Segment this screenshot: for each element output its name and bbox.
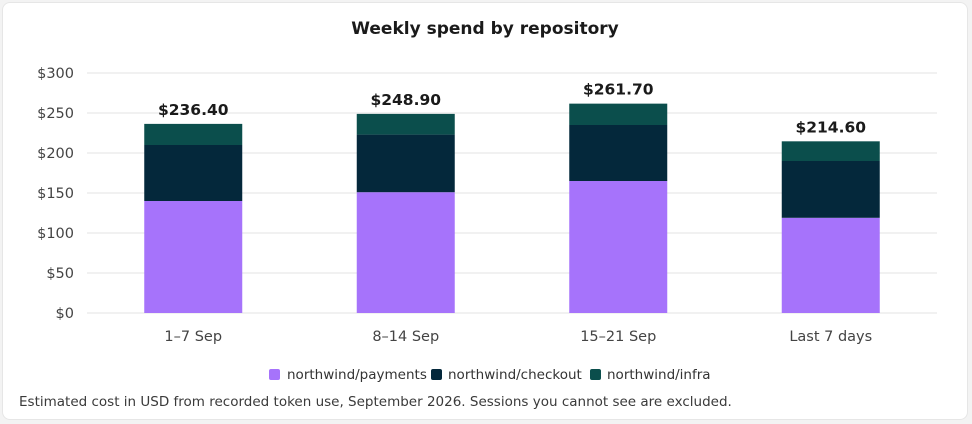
y-tick-label: $50 [46, 266, 74, 282]
y-tick-label: $100 [37, 226, 74, 242]
bar-total-label: $214.60 [795, 118, 866, 136]
legend-label: northwind/checkout [448, 367, 582, 383]
bar-segment [781, 141, 880, 161]
bar-segment [569, 103, 668, 125]
bar-segment [144, 145, 243, 201]
stacked-bar-chart: Weekly spend by repository $0 $50 $100 $150 $… [37, 19, 937, 383]
y-tick-label: $250 [37, 106, 74, 122]
y-tick-label: $300 [37, 66, 74, 82]
y-tick-label: $150 [37, 186, 74, 202]
legend-label: northwind/payments [287, 367, 427, 383]
x-tick-label: 15–21 Sep [580, 329, 656, 345]
x-tick-label: 1–7 Sep [164, 329, 222, 345]
bar-segment [144, 201, 243, 313]
bar-total-label: $236.40 [158, 101, 229, 119]
chart-title: Weekly spend by repository [351, 19, 619, 39]
bar-segment [781, 217, 880, 313]
legend-swatch [431, 369, 442, 380]
bar-segment [356, 113, 455, 135]
x-tick-label: Last 7 days [789, 329, 872, 345]
legend-label: northwind/infra [607, 367, 711, 383]
legend-swatch [590, 369, 601, 380]
bar-total-label: $261.70 [583, 81, 654, 99]
x-tick-label: 8–14 Sep [372, 329, 439, 345]
legend-swatch [269, 369, 280, 380]
bar-total-label: $248.90 [370, 91, 441, 109]
bar-segment [781, 161, 880, 218]
y-tick-label: $200 [37, 146, 74, 162]
bar-segment [569, 125, 668, 181]
bar-segment [356, 192, 455, 313]
chart-footnote: Estimated cost in USD from recorded toke… [19, 394, 732, 410]
y-tick-label: $0 [56, 306, 74, 322]
bar-segment [144, 123, 243, 145]
chart-card: Weekly spend by repository $0 $50 $100 $150 $… [2, 2, 968, 420]
bar-segment [356, 134, 455, 193]
bar-segment [569, 181, 668, 313]
